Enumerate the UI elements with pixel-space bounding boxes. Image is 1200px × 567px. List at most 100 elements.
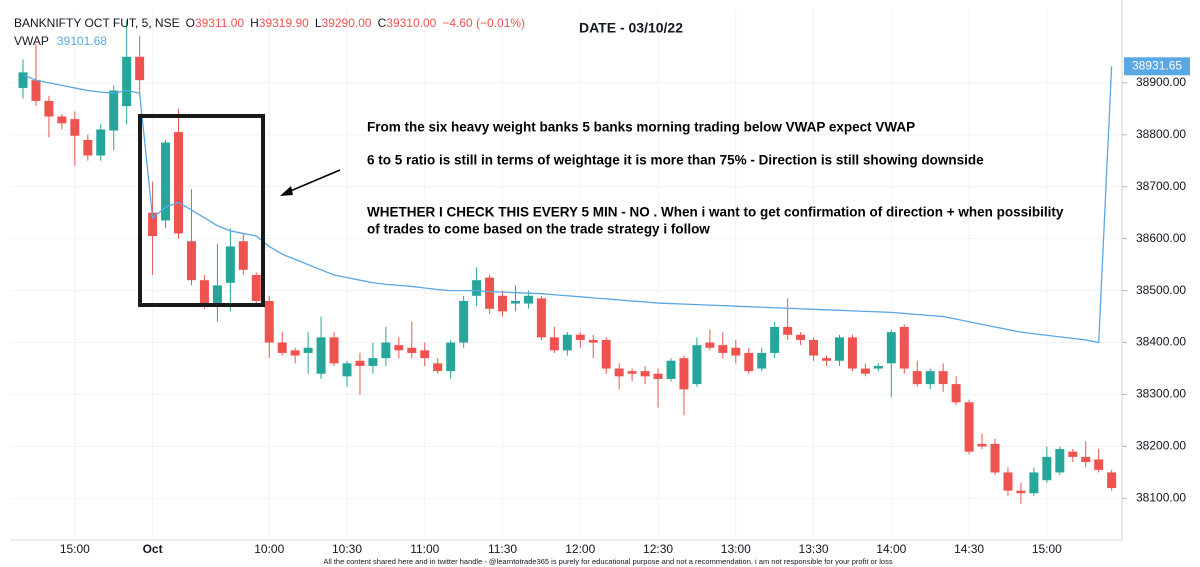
candle-body	[951, 384, 961, 403]
y-tick-label: 38900.00	[1136, 75, 1186, 89]
x-tick-label: 13:30	[799, 542, 829, 556]
candle-body	[174, 132, 184, 234]
candle-body	[679, 358, 689, 390]
candle-body	[251, 275, 261, 301]
price-tag-label: 38931.65	[1132, 58, 1182, 72]
candle-body	[420, 350, 430, 359]
candle-body	[290, 350, 300, 356]
candle-body	[381, 342, 391, 359]
candle-body	[873, 365, 883, 369]
candle-body	[212, 285, 222, 307]
x-tick-label: 10:30	[332, 542, 362, 556]
candle-body	[575, 334, 585, 340]
candle-body	[977, 443, 987, 447]
candle-body	[886, 332, 896, 364]
candle-body	[1003, 472, 1013, 491]
candle-body	[860, 368, 870, 374]
candle-body	[1042, 456, 1052, 481]
candle-body	[433, 363, 443, 372]
candle-body	[329, 337, 339, 364]
candle-body	[692, 345, 702, 385]
candle-body	[770, 326, 780, 353]
candle-body	[109, 90, 119, 131]
candle-body	[990, 443, 1000, 473]
candle-body	[472, 280, 482, 296]
candle-body	[731, 347, 741, 356]
candle-body	[135, 56, 145, 81]
candle-body	[407, 347, 417, 353]
candle-body	[355, 360, 365, 366]
candle-body	[705, 342, 715, 348]
x-tick-label: 11:00	[410, 542, 439, 556]
candle-body	[316, 337, 326, 374]
candle-body	[899, 326, 909, 369]
candle-body	[562, 334, 572, 351]
candle-body	[666, 360, 676, 379]
candle-body	[744, 352, 754, 372]
highlight-box	[138, 114, 265, 307]
h-value: 39319.90	[259, 16, 309, 30]
candle-body	[148, 212, 158, 237]
header: BANKNIFTY OCT FUT, 5, NSE O39311.00 H39319…	[14, 16, 525, 30]
vwap-name: VWAP	[14, 34, 49, 48]
x-tick-label: 15:00	[1032, 542, 1062, 556]
chart-title: DATE - 03/10/22	[579, 20, 683, 36]
x-tick-label: 14:00	[876, 542, 906, 556]
candle-body	[627, 371, 637, 374]
candle-body	[1029, 472, 1039, 494]
candle-body	[614, 368, 624, 377]
candle-body	[394, 345, 404, 351]
candle-body	[718, 345, 728, 353]
candle-body	[1107, 472, 1117, 489]
candle-body	[264, 300, 274, 343]
candle-body	[510, 300, 520, 304]
x-tick-label: 12:00	[565, 542, 595, 556]
x-tick-label: 11:30	[488, 542, 517, 556]
candle-body	[57, 116, 67, 124]
candle-body	[44, 100, 54, 117]
vwap-line	[22, 66, 1113, 344]
y-tick-label: 38500.00	[1136, 283, 1186, 297]
x-tick-label: 15:00	[60, 542, 90, 556]
candle-body	[783, 326, 793, 335]
y-tick-label: 38200.00	[1136, 439, 1186, 453]
candle-body	[31, 80, 41, 101]
candle-body	[485, 277, 495, 309]
candle-body	[1016, 490, 1026, 494]
x-tick-label: 13:00	[721, 542, 751, 556]
candle-body	[70, 119, 80, 136]
candle-body	[796, 334, 806, 340]
x-tick-label: 14:30	[954, 542, 984, 556]
y-tick-label: 38100.00	[1136, 491, 1186, 505]
c-value: 39310.00	[386, 16, 436, 30]
o-label: O	[186, 16, 195, 30]
candle-body	[1081, 456, 1091, 463]
candle-body	[834, 337, 844, 361]
vwap-legend: VWAP 39101.68	[14, 34, 107, 48]
candle-body	[523, 295, 533, 304]
x-tick-label: 12:30	[643, 542, 673, 556]
candle-body	[225, 246, 235, 283]
l-value: 39290.00	[322, 16, 372, 30]
x-tick-label: 10:00	[254, 542, 284, 556]
candle-body	[938, 371, 948, 385]
y-tick-label: 38400.00	[1136, 335, 1186, 349]
vwap-value: 39101.68	[57, 34, 107, 48]
x-tick-label: Oct	[143, 542, 163, 556]
candle-body	[588, 339, 598, 343]
candle-body	[809, 339, 819, 356]
candle-body	[83, 139, 93, 156]
plot: 38100.00 38200.00 38300.00 38400.00 38500.00…	[10, 10, 1186, 556]
candle-body	[536, 298, 546, 338]
price-tag	[1124, 57, 1190, 76]
candle-body	[925, 371, 935, 385]
annotation: of trades to come based on the trade str…	[367, 222, 710, 237]
candle-body	[368, 358, 378, 366]
footer: All the content shared here and in twitt…	[323, 557, 892, 566]
annotation: WHETHER I CHECK THIS EVERY 5 MIN - NO . …	[367, 205, 1064, 220]
candle-body	[277, 342, 287, 353]
candle-body	[446, 342, 456, 372]
candle-body	[653, 373, 663, 379]
